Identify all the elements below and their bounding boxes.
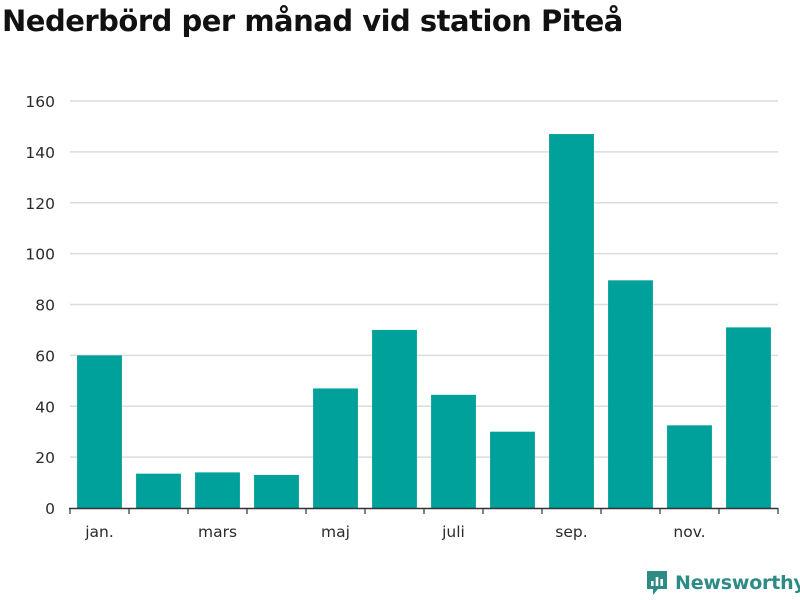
- newsworthy-logo-text: Newsworthy: [675, 572, 800, 594]
- bar-juni: [372, 329, 417, 508]
- y-tick-label: 80: [35, 297, 55, 315]
- bar-jan: [77, 355, 122, 508]
- x-tick-label: juli: [441, 523, 465, 541]
- y-tick-label: 120: [25, 195, 55, 213]
- x-tick-label: nov.: [673, 523, 705, 541]
- bar-dec: [726, 327, 771, 508]
- y-tick-label: 100: [25, 246, 55, 264]
- bar-feb: [136, 473, 181, 508]
- gridlines: [70, 100, 778, 458]
- x-tick-label: jan.: [84, 523, 114, 541]
- bar-chart: 0 20 40 60 80 100 120 140 160 jan. mars maj juli sep.…: [25, 93, 779, 541]
- y-tick-label: 20: [35, 449, 55, 467]
- bar-okt: [608, 280, 653, 508]
- bar-aug: [490, 431, 535, 508]
- tick-labels: 0 20 40 60 80 100 120 140 160 jan. mars maj juli sep.…: [25, 93, 705, 541]
- chart-title: Nederbörd per månad vid station Piteå: [2, 4, 623, 38]
- x-tick-label: mars: [198, 523, 237, 541]
- bar-apr: [254, 474, 299, 508]
- bar-maj: [313, 388, 358, 508]
- y-tick-label: 40: [35, 398, 55, 416]
- newsworthy-logo: Newsworthy: [645, 568, 800, 598]
- bar-juli: [431, 394, 476, 508]
- newsworthy-logo-icon: [647, 571, 667, 595]
- y-tick-label: 0: [45, 500, 55, 518]
- x-tick-label: sep.: [555, 523, 587, 541]
- y-tick-label: 60: [35, 347, 55, 365]
- x-tick-label: maj: [321, 523, 350, 541]
- axes: [69, 507, 779, 514]
- y-tick-label: 140: [25, 144, 55, 162]
- y-tick-label: 160: [25, 93, 55, 111]
- bar-sep: [549, 134, 594, 508]
- bar-nov: [667, 425, 712, 508]
- bar-mars: [195, 472, 240, 508]
- bars: [77, 134, 771, 508]
